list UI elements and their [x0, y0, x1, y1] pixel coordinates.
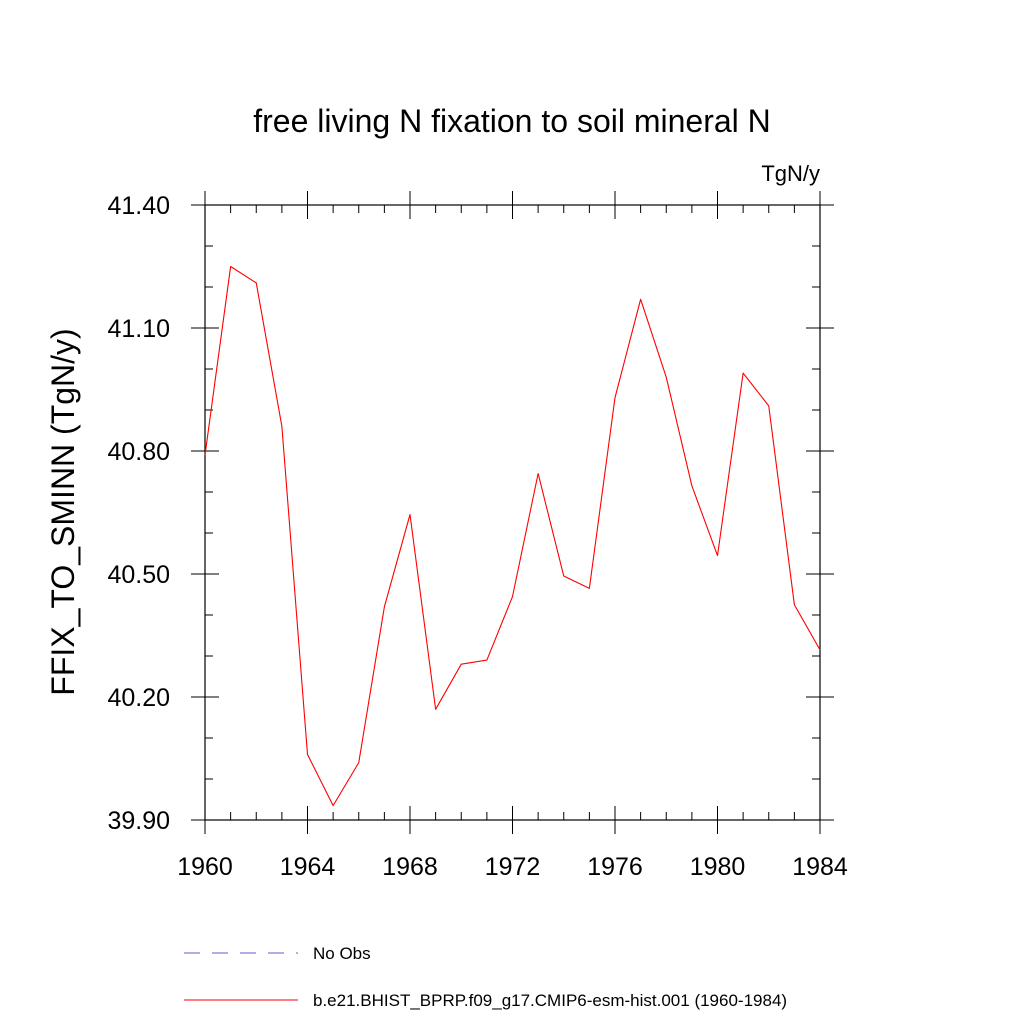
legend-label-model-run: b.e21.BHIST_BPRP.f09_g17.CMIP6-esm-hist.… [313, 991, 787, 1010]
units-label: TgN/y [761, 161, 820, 186]
series-layer [204, 265, 821, 807]
y-tick-label: 41.40 [107, 192, 170, 220]
y-tick-label: 40.80 [107, 438, 170, 466]
x-tick-label: 1972 [485, 853, 541, 881]
legend: No Obs b.e21.BHIST_BPRP.f09_g17.CMIP6-es… [184, 944, 787, 1010]
y-tick-label: 40.50 [107, 561, 170, 589]
legend-label-no-obs: No Obs [313, 944, 371, 963]
y-tick-label: 41.10 [107, 315, 170, 343]
y-tick-labels: 39.90 40.20 40.50 40.80 41.10 41.40 [107, 192, 170, 835]
x-tick-label: 1968 [382, 853, 438, 881]
x-tick-label: 1964 [280, 853, 336, 881]
plot-border [204, 204, 821, 821]
x-tick-labels: 1960 1964 1968 1972 1976 1980 1984 [177, 853, 848, 881]
plot-frame [204, 204, 821, 821]
series-line-model-run [204, 265, 821, 807]
x-tick-label: 1960 [177, 853, 233, 881]
chart-title: free living N fixation to soil mineral N [253, 103, 771, 139]
minor-ticks [204, 204, 821, 821]
y-tick-label: 40.20 [107, 684, 170, 712]
x-tick-label: 1980 [690, 853, 746, 881]
y-tick-label: 39.90 [107, 807, 170, 835]
y-axis-label: FFIX_TO_SMINN (TgN/y) [45, 328, 81, 695]
x-tick-label: 1976 [587, 853, 643, 881]
major-ticks [191, 191, 834, 834]
x-tick-label: 1984 [792, 853, 848, 881]
